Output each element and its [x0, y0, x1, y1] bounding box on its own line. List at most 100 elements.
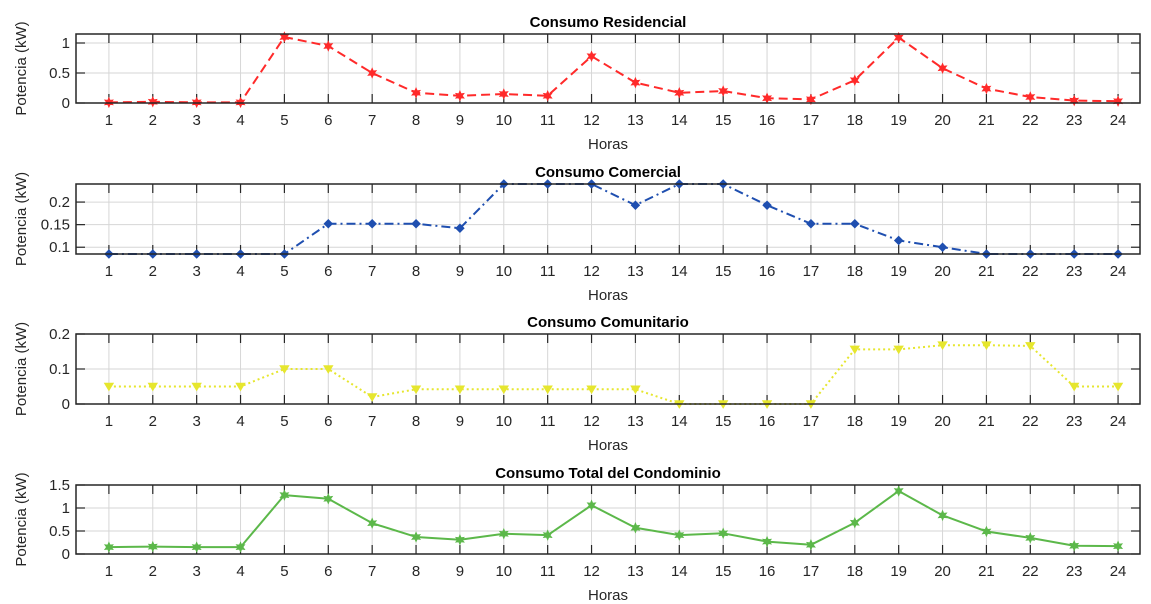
x-tick-label: 18: [846, 263, 863, 280]
x-tick-label: 11: [540, 112, 556, 129]
x-tick-label: 19: [890, 263, 907, 280]
data-point-marker: [1113, 540, 1124, 552]
x-tick-label: 3: [192, 112, 200, 129]
data-point-marker: [718, 85, 729, 97]
y-axis-label: Potencia (kW): [13, 472, 30, 566]
x-tick-label: 6: [324, 413, 332, 430]
data-point-marker: [806, 218, 816, 229]
x-tick-label: 23: [1066, 263, 1083, 280]
x-tick-label: 1: [105, 112, 113, 129]
chart-title: Consumo Residencial: [530, 14, 687, 31]
chart-title: Consumo Total del Condominio: [495, 465, 721, 482]
x-tick-label: 4: [236, 112, 244, 129]
data-point-marker: [1025, 532, 1036, 544]
data-point-marker: [542, 90, 553, 102]
data-point-marker: [893, 485, 904, 497]
series-line: [108, 489, 1119, 549]
y-tick-label: 0.5: [49, 523, 70, 540]
data-point-marker: [981, 525, 992, 538]
x-tick-label: 5: [280, 413, 288, 430]
data-point-marker: [367, 67, 378, 79]
x-tick-label: 12: [583, 413, 600, 430]
series-line: [108, 344, 1119, 405]
x-tick-label: 10: [495, 563, 512, 580]
x-tick-label: 7: [368, 263, 376, 280]
data-point-marker: [893, 235, 904, 246]
x-tick-label: 20: [934, 413, 951, 430]
x-tick-label: 19: [890, 112, 907, 129]
x-axis-label: Horas: [588, 287, 628, 304]
data-point-marker: [191, 382, 202, 392]
x-tick-label: 18: [846, 112, 863, 129]
data-point-marker: [937, 242, 948, 252]
x-tick-label: 21: [978, 413, 995, 430]
x-tick-label: 24: [1110, 112, 1127, 129]
x-tick-label: 1: [105, 563, 113, 580]
data-point-marker: [410, 385, 422, 395]
x-tick-label: 23: [1066, 563, 1083, 580]
x-tick-label: 16: [759, 413, 776, 430]
x-tick-label: 5: [280, 563, 288, 580]
x-tick-label: 22: [1022, 413, 1039, 430]
data-point-marker: [805, 93, 816, 106]
y-tick-label: 0.15: [41, 217, 70, 234]
x-tick-label: 17: [803, 413, 820, 430]
data-point-marker: [674, 87, 685, 99]
data-point-marker: [1025, 91, 1036, 103]
x-tick-label: 22: [1022, 112, 1039, 129]
data-point-marker: [323, 40, 334, 52]
series-line: [108, 36, 1119, 104]
data-point-marker: [147, 540, 158, 553]
data-point-marker: [1113, 95, 1124, 107]
data-point-marker: [937, 62, 948, 74]
data-point-marker: [323, 365, 334, 374]
data-point-marker: [893, 31, 904, 44]
axes-frame: [75, 484, 1141, 555]
x-tick-label: 4: [236, 563, 244, 580]
x-tick-label: 23: [1066, 413, 1083, 430]
x-tick-label: 5: [280, 112, 288, 129]
data-point-marker: [235, 382, 246, 392]
x-axis-label: Horas: [588, 437, 628, 454]
data-point-marker: [630, 385, 641, 395]
x-tick-label: 3: [192, 563, 200, 580]
x-tick-label: 8: [412, 563, 420, 580]
x-tick-label: 18: [846, 563, 863, 580]
y-tick-label: 0: [62, 546, 70, 563]
subplot-comercial: 1 2 3 4 5 6 7 8 9 10 11 12 13 14 15 16 17 18 19 20 21 22 23 240…: [13, 164, 1141, 304]
x-tick-label: 2: [149, 263, 157, 280]
axes-frame: [75, 333, 1141, 405]
x-tick-label: 15: [715, 112, 732, 129]
subplot-total-condominio: 1 2 3 4 5 6 7 8 9 10 11 12 13 14 15 16 17 18 19 20 21 22 23 240…: [13, 465, 1141, 604]
x-tick-label: 10: [495, 263, 512, 280]
data-point-marker: [630, 200, 641, 210]
data-point-marker: [191, 541, 202, 553]
x-tick-label: 13: [627, 563, 644, 580]
x-tick-label: 6: [324, 263, 332, 280]
data-point-marker: [279, 365, 290, 374]
x-tick-label: 24: [1110, 263, 1127, 280]
x-tick-label: 10: [495, 413, 512, 430]
x-tick-label: 12: [583, 563, 600, 580]
data-point-marker: [893, 345, 904, 355]
plot-area: [76, 485, 1140, 554]
x-tick-label: 19: [890, 413, 907, 430]
x-tick-label: 1: [105, 413, 113, 430]
x-tick-label: 8: [412, 413, 420, 430]
plot-area: [76, 34, 1140, 103]
data-point-marker: [367, 218, 377, 229]
x-tick-label: 9: [456, 413, 464, 430]
x-tick-label: 16: [759, 563, 776, 580]
data-point-marker: [586, 385, 597, 395]
data-point-marker: [411, 87, 422, 99]
x-tick-label: 7: [368, 413, 376, 430]
x-tick-label: 18: [846, 413, 863, 430]
x-tick-label: 2: [149, 112, 157, 129]
data-point-marker: [849, 345, 861, 355]
x-tick-label: 11: [540, 563, 556, 580]
x-tick-label: 13: [627, 413, 644, 430]
data-point-marker: [805, 539, 816, 551]
data-point-marker: [498, 528, 509, 540]
chart-title: Consumo Comercial: [535, 164, 681, 181]
